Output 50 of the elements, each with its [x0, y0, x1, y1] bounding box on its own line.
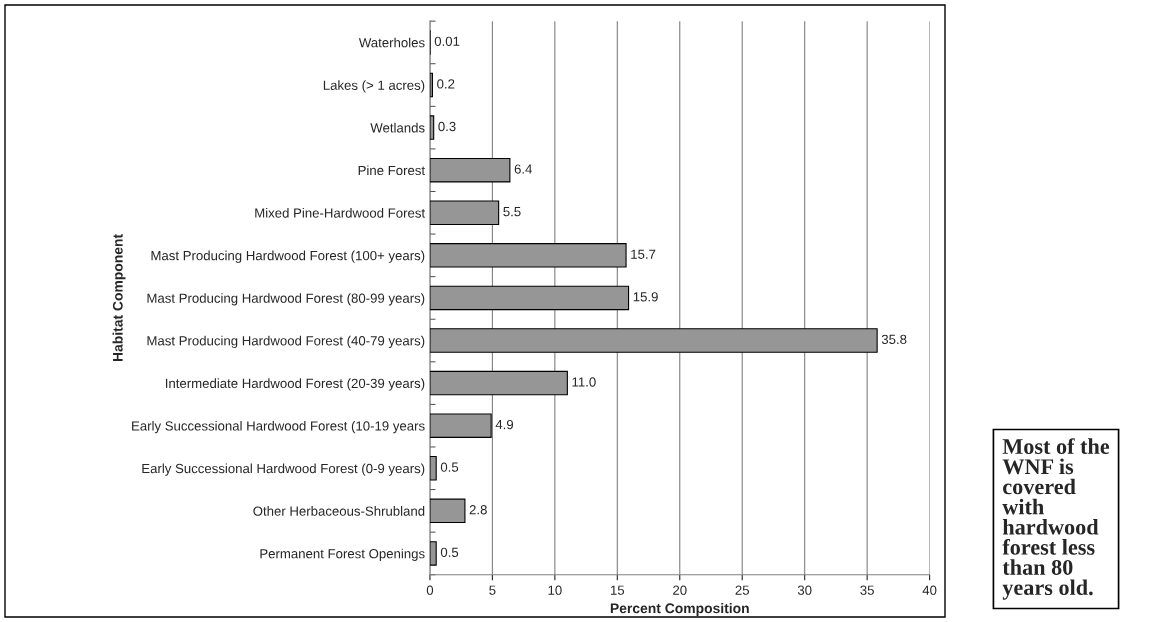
bar — [429, 200, 500, 226]
x-tick-label: 35 — [860, 585, 874, 595]
bar — [429, 498, 466, 524]
y-tick-label: Mast Producing Hardwood Forest (100+ years) — [151, 250, 425, 263]
y-tick-label: Intermediate Hardwood Forest (20-39 years) — [165, 378, 425, 391]
data-label: 2.8 — [469, 505, 487, 515]
x-tick-label: 40 — [922, 585, 937, 595]
bar — [429, 285, 630, 311]
bar — [429, 115, 435, 140]
data-label: 0.01 — [434, 36, 460, 46]
y-tick-label: Lakes (> 1 acres) — [323, 80, 425, 93]
y-tick-label: Mast Producing Hardwood Forest (80-99 years) — [147, 293, 425, 306]
x-tick-label: 15 — [610, 585, 625, 595]
data-label: 15.7 — [631, 249, 656, 259]
data-label: 0.3 — [438, 121, 456, 132]
data-label: 5.5 — [503, 207, 521, 217]
y-tick-label: Mixed Pine-Hardwood Forest — [255, 207, 425, 218]
y-tick-label: Permanent Forest Openings — [260, 548, 425, 561]
y-tick-label: Waterholes — [358, 37, 425, 48]
x-tick-label: 10 — [548, 585, 562, 595]
bar — [429, 370, 568, 396]
data-label: 0.5 — [440, 462, 459, 472]
bar — [429, 243, 627, 268]
data-label: 0.2 — [437, 79, 455, 89]
y-tick-label: Wetlands — [370, 122, 425, 133]
x-tick-label: 30 — [797, 585, 812, 595]
y-tick-label: Mast Producing Hardwood Forest (40-79 years) — [147, 335, 425, 349]
bar — [429, 413, 492, 438]
bar — [429, 328, 878, 353]
data-label: 4.9 — [495, 419, 514, 430]
data-label: 35.8 — [881, 334, 907, 345]
y-tick-label: Pine Forest — [358, 165, 425, 176]
x-tick-label: 25 — [735, 585, 750, 595]
text: Most of the WNF is covered with hardwood forest less than 80 years old. — [1002, 438, 1110, 600]
x-axis-title: Percent Composition — [610, 603, 749, 616]
bar — [429, 157, 511, 183]
bar — [429, 72, 433, 98]
y-tick-label: Early Successional Hardwood Forest (0-9 years) — [142, 463, 425, 476]
bar — [429, 541, 437, 566]
y-tick-label: Early Successional Hardwood Forest (10-19 years — [132, 420, 425, 434]
bar — [429, 456, 437, 481]
data-label: 6.4 — [514, 164, 533, 174]
x-tick-label: 20 — [673, 585, 687, 595]
data-label: 0.5 — [440, 547, 459, 557]
y-axis-title: Habitat Component — [112, 234, 126, 362]
y-tick-label: Other Herbaceous-Shrubland — [253, 506, 425, 516]
data-label: 15.9 — [633, 292, 658, 302]
x-tick-label: 0 — [426, 585, 434, 595]
data-label: 11.0 — [572, 377, 596, 387]
x-tick-label: 5 — [489, 585, 496, 595]
